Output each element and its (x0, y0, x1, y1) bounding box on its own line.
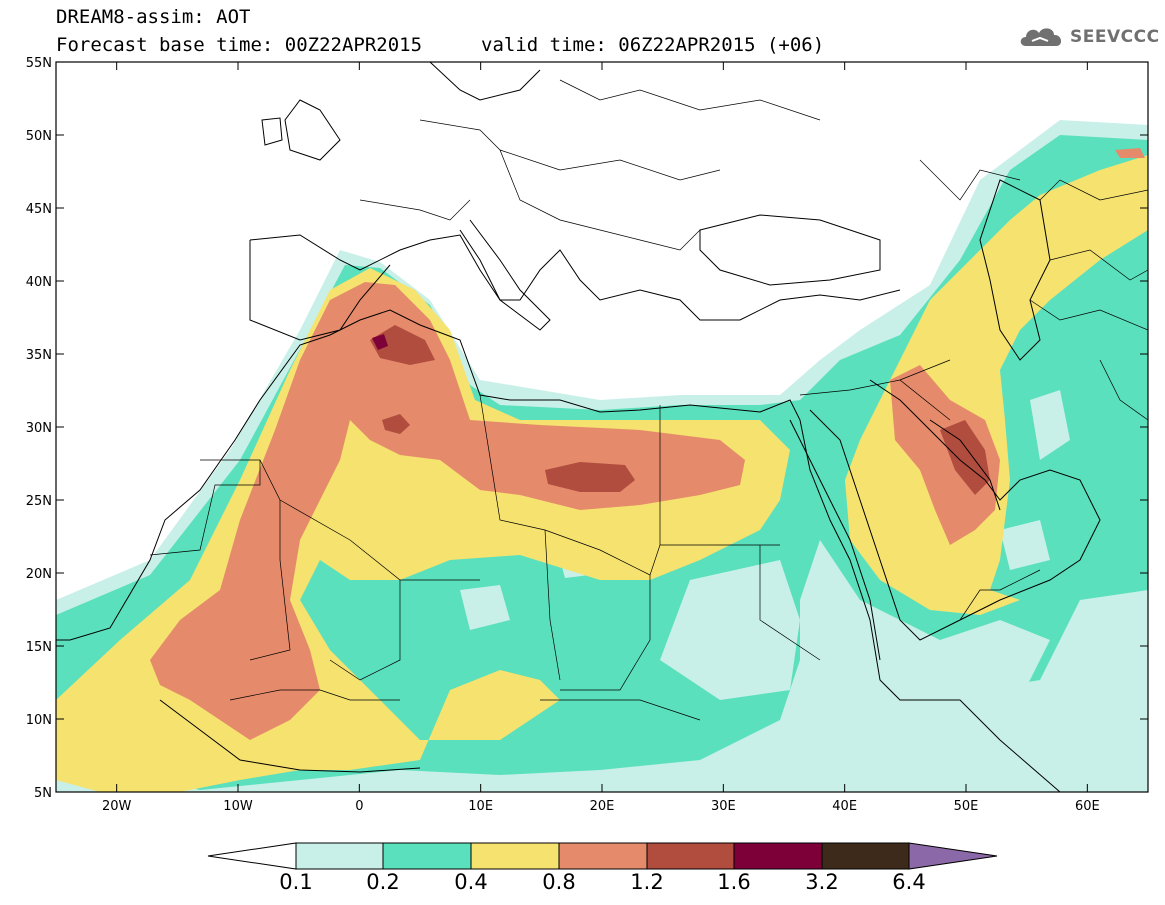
aot-band-1.2-1.6 (370, 325, 990, 495)
lon-label: 10E (468, 799, 493, 814)
forecast-base-time: Forecast base time: 00Z22APR2015 (56, 34, 423, 56)
longitude-axis: 20W 10W 0 10E 20E 30E 40E 50E 60E (102, 62, 1100, 814)
lon-label: 20W (102, 799, 132, 814)
aot-band-0.8-1.2 (150, 282, 1000, 740)
colorbar-box-4 (558, 842, 648, 870)
lat-label: 40N (26, 275, 52, 290)
lon-label: 30E (711, 799, 736, 814)
colorbar-box-1 (295, 842, 384, 870)
colorbar-label-0.4: 0.4 (454, 870, 488, 894)
colorbar-box-3 (470, 842, 560, 870)
colorbar-label-6.4: 6.4 (892, 870, 926, 894)
logo-text: SEEVCCC (1070, 27, 1160, 47)
colorbar-over-arrow (908, 842, 998, 870)
lat-label: 55N (26, 56, 52, 71)
country-borders (149, 79, 1148, 721)
lat-label: 10N (26, 713, 52, 728)
lat-label: 30N (26, 421, 52, 436)
lon-label: 0 (355, 799, 363, 814)
colorbar-box-6 (733, 842, 823, 870)
colorbar-box-7 (821, 842, 910, 870)
coastlines (56, 62, 1101, 792)
seevccc-logo: SEEVCCC (1018, 22, 1160, 52)
aot-patch-caspian (1115, 148, 1145, 158)
lon-label: 60E (1075, 799, 1100, 814)
colorbar-under-arrow (207, 842, 297, 870)
latitude-axis: 5N 10N 15N 20N 25N 30N 35N 40N 45N 50N 55N (26, 56, 1148, 801)
colorbar (207, 842, 998, 870)
lat-label: 35N (26, 348, 52, 363)
lat-label: 5N (34, 786, 52, 801)
colorbar-label-0.1: 0.1 (279, 870, 313, 894)
lat-label: 20N (26, 567, 52, 582)
colorbar-box-5 (646, 842, 735, 870)
cloud-icon (1020, 28, 1062, 46)
lon-label: 40E (832, 799, 857, 814)
colorbar-label-0.2: 0.2 (366, 870, 400, 894)
lat-label: 15N (26, 640, 52, 655)
map-title: DREAM8-assim: AOT (56, 6, 251, 28)
lon-label: 10W (223, 799, 253, 814)
lat-label: 45N (26, 202, 52, 217)
colorbar-label-1.6: 1.6 (717, 870, 751, 894)
lat-label: 25N (26, 494, 52, 509)
lon-label: 50E (954, 799, 979, 814)
aot-band-1.6-3.2 (372, 334, 388, 350)
lat-label: 50N (26, 129, 52, 144)
colorbar-label-3.2: 3.2 (805, 870, 839, 894)
colorbar-box-2 (382, 842, 472, 870)
aot-field (56, 120, 1148, 792)
colorbar-label-1.2: 1.2 (630, 870, 664, 894)
lon-label: 20E (590, 799, 615, 814)
valid-time: valid time: 06Z22APR2015 (+06) (481, 34, 825, 56)
aot-patches-light (460, 390, 1070, 700)
colorbar-label-0.8: 0.8 (542, 870, 576, 894)
